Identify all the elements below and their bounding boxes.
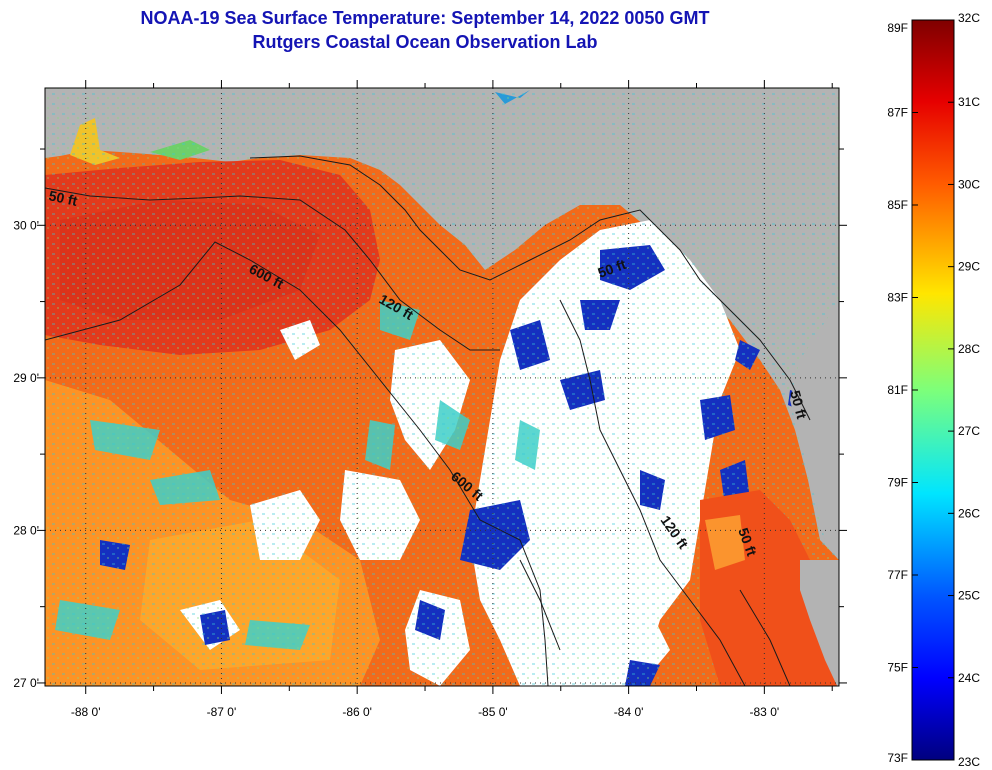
colorbar-label-f: 75F [887, 661, 908, 675]
lat-tick-label: 27 0' [13, 676, 39, 690]
colorbar-label-c: 32C [958, 11, 980, 25]
latitude-axis: 30 0' 29 0' 28 0' 27 0' [13, 148, 847, 690]
colorbar-label-f: 81F [887, 383, 908, 397]
colorbar-label-f: 79F [887, 476, 908, 490]
colorbar-label-c: 29C [958, 260, 980, 274]
colorbar-label-c: 28C [958, 342, 980, 356]
map-subtitle: Rutgers Coastal Ocean Observation Lab [252, 32, 598, 52]
colorbar-label-c: 23C [958, 755, 980, 769]
colorbar-label-c: 31C [958, 95, 980, 109]
lat-tick-label: 29 0' [13, 371, 39, 385]
colorbar-label-c: 24C [958, 671, 980, 685]
lon-tick-label: -84 0' [614, 705, 644, 719]
lon-tick-label: -88 0' [71, 705, 101, 719]
contour-label: 50 ft [787, 389, 810, 421]
colorbar-label-c: 30C [958, 177, 980, 191]
lat-tick-label: 28 0' [13, 523, 39, 537]
map-title: NOAA-19 Sea Surface Temperature: Septemb… [140, 8, 710, 28]
colorbar-label-f: 73F [887, 751, 908, 765]
contour-label: 50 ft [47, 187, 79, 209]
colorbar-label-f: 83F [887, 291, 908, 305]
colorbar-label-c: 25C [958, 589, 980, 603]
colorbar-celsius-scale: 32C 31C 30C 29C 28C 27C 26C 25C 24C 23C [948, 11, 980, 769]
lat-tick-label: 30 0' [13, 218, 39, 232]
depth-contours [45, 155, 811, 686]
colorbar-label-c: 26C [958, 506, 980, 520]
colorbar-label-f: 87F [887, 106, 908, 120]
color-bar [911, 19, 955, 761]
lon-tick-label: -86 0' [342, 705, 372, 719]
lon-tick-label: -87 0' [207, 705, 237, 719]
longitude-axis: -88 0' -87 0' -86 0' -85 0' -84 0' -83 0' [71, 80, 833, 719]
colorbar-fahrenheit-scale: 89F 87F 85F 83F 81F 79F 77F 75F 73F [887, 19, 918, 765]
colorbar-label-f: 85F [887, 198, 908, 212]
colorbar-label-f: 89F [887, 21, 908, 35]
map-imagery: 50 ft 600 ft 120 ft 50 ft 600 ft 120 ft … [45, 88, 839, 686]
lon-tick-label: -85 0' [478, 705, 508, 719]
lon-tick-label: -83 0' [750, 705, 780, 719]
map-frame [44, 87, 840, 687]
colorbar-label-c: 27C [958, 424, 980, 438]
colorbar-label-f: 77F [887, 568, 908, 582]
